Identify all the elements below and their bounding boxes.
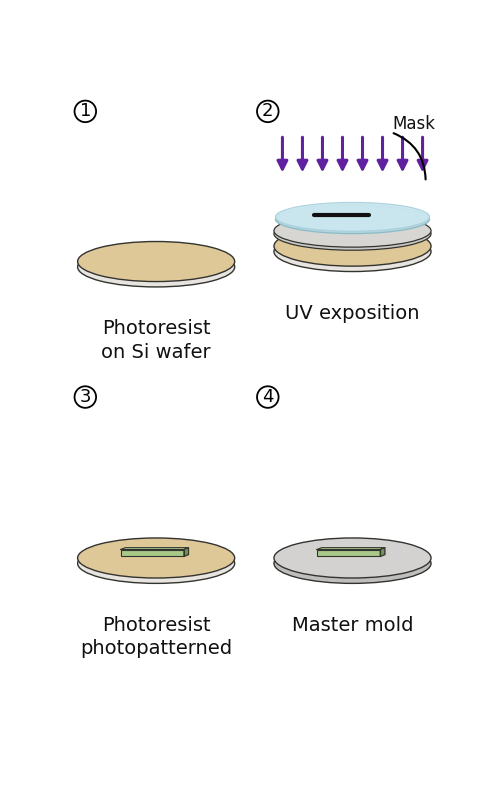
Text: Mask: Mask bbox=[392, 116, 436, 134]
Ellipse shape bbox=[274, 538, 431, 578]
Ellipse shape bbox=[274, 226, 431, 266]
Text: 3: 3 bbox=[80, 388, 91, 406]
Polygon shape bbox=[184, 548, 188, 556]
Ellipse shape bbox=[78, 543, 234, 583]
Ellipse shape bbox=[78, 538, 234, 578]
Text: 1: 1 bbox=[80, 102, 91, 120]
Text: 2: 2 bbox=[262, 102, 274, 120]
Text: Photoresist
photopatterned: Photoresist photopatterned bbox=[80, 615, 232, 658]
Polygon shape bbox=[380, 548, 385, 556]
Ellipse shape bbox=[274, 231, 431, 272]
Text: 4: 4 bbox=[262, 388, 274, 406]
Ellipse shape bbox=[276, 205, 430, 234]
Ellipse shape bbox=[274, 543, 431, 583]
Text: Master mold: Master mold bbox=[292, 615, 413, 635]
Polygon shape bbox=[317, 549, 380, 556]
Ellipse shape bbox=[274, 217, 431, 250]
Ellipse shape bbox=[276, 202, 430, 231]
Polygon shape bbox=[317, 548, 385, 549]
Ellipse shape bbox=[274, 214, 431, 247]
Polygon shape bbox=[120, 549, 184, 556]
Text: Photoresist
on Si wafer: Photoresist on Si wafer bbox=[102, 320, 211, 362]
Ellipse shape bbox=[78, 247, 234, 287]
Polygon shape bbox=[120, 548, 188, 549]
Text: UV exposition: UV exposition bbox=[285, 304, 420, 323]
Ellipse shape bbox=[78, 242, 234, 282]
